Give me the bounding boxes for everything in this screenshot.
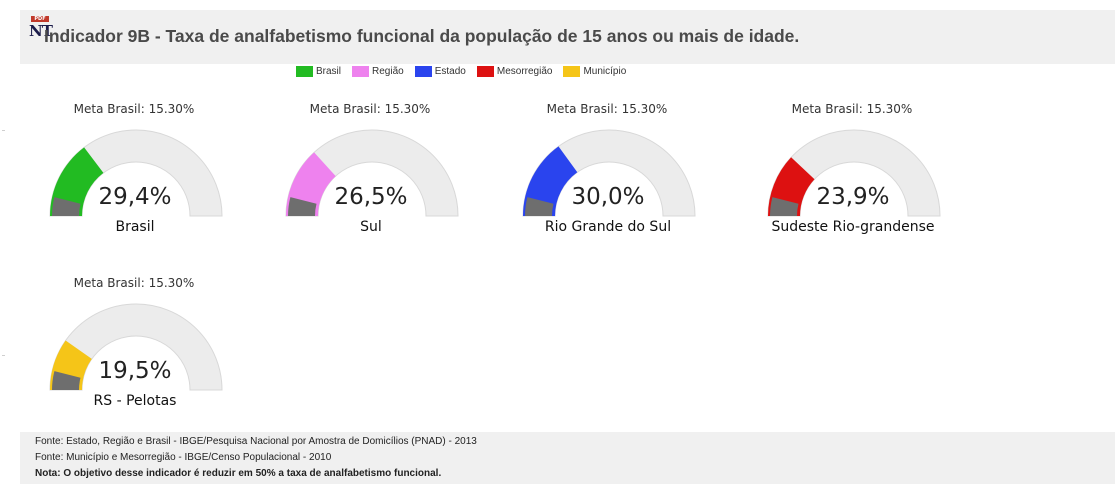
gauge-track [767, 129, 941, 217]
gauge-track [285, 129, 459, 217]
legend-label: Região [372, 65, 404, 77]
gauge-track [49, 129, 223, 217]
gauge-dial [49, 303, 223, 391]
source-line-pnad: Fonte: Estado, Região e Brasil - IBGE/Pe… [35, 436, 477, 447]
footnote: Nota: O objetivo desse indicador é reduz… [35, 468, 442, 479]
gauge-target-marker [52, 371, 81, 390]
legend-swatch [563, 65, 581, 77]
legend-swatch [476, 65, 494, 77]
pdf-badge: PDF [31, 16, 49, 22]
gauge-value: 26,5% [334, 184, 408, 210]
gauge-name: Rio Grande do Sul [544, 219, 672, 235]
nt-pdf-icon[interactable]: PDF NT [28, 16, 54, 42]
gauge-dial [767, 129, 941, 217]
gauge-value: 23,9% [816, 184, 890, 210]
meta-label: Meta Brasil: 15.30% [791, 102, 913, 116]
edge-mark [2, 130, 5, 131]
meta-label: Meta Brasil: 15.30% [73, 102, 195, 116]
meta-label: Meta Brasil: 15.30% [546, 102, 668, 116]
gauge-dial [49, 129, 223, 217]
legend-item-mesorregiao: Mesorregião [476, 65, 553, 77]
gauge-value: 30,0% [571, 184, 645, 210]
gauge-name: Sudeste Rio-grandense [771, 219, 935, 235]
gauge-target-marker [525, 197, 554, 216]
gauge-dial [522, 129, 696, 217]
meta-label: Meta Brasil: 15.30% [309, 102, 431, 116]
source-line-censo: Fonte: Município e Mesorregião - IBGE/Ce… [35, 452, 332, 463]
gauge-regiao: Meta Brasil: 15.30% 26,5% Sul [276, 96, 506, 246]
gauge-value-arc [523, 146, 578, 216]
gauge-value: 19,5% [98, 358, 172, 384]
sources-footer: Fonte: Estado, Região e Brasil - IBGE/Pe… [20, 432, 1115, 484]
legend-label: Brasil [316, 65, 342, 77]
legend-item-regiao: Região [352, 65, 404, 77]
indicator-title: Indicador 9B - Taxa de analfabetismo fun… [44, 26, 800, 46]
gauge-brasil: Meta Brasil: 15.30% 29,4% Brasil [40, 96, 270, 246]
legend-swatch [296, 65, 313, 77]
legend-swatch [414, 65, 432, 77]
legend-swatch [352, 65, 370, 77]
meta-label: Meta Brasil: 15.30% [73, 276, 195, 290]
legend-label: Estado [434, 65, 466, 77]
gauge-dial [285, 129, 459, 217]
edge-mark [2, 355, 5, 356]
gauge-target-marker [770, 197, 799, 216]
legend-item-brasil: Brasil [296, 65, 342, 77]
gauge-mesorregiao: Meta Brasil: 15.30% 23,9% Sudeste Rio-gr… [758, 96, 988, 246]
legend-item-municipio: Município [563, 65, 627, 77]
gauge-name: Brasil [115, 219, 155, 235]
gauge-value-arc [49, 147, 104, 216]
gauge-municipio: Meta Brasil: 15.30% 19,5% RS - Pelotas [40, 270, 270, 420]
legend-label: Município [583, 65, 627, 77]
gauge-target-marker [288, 197, 317, 216]
gauge-name: RS - Pelotas [93, 393, 177, 409]
left-edge [0, 0, 9, 484]
gauge-value: 29,4% [98, 184, 172, 210]
indicator-header: PDF NT [20, 10, 1115, 64]
nt-label: NT [29, 22, 53, 40]
gauge-estado: Meta Brasil: 15.30% 30,0% Rio Grande do … [513, 96, 743, 246]
gauge-track [49, 303, 223, 391]
gauge-target-marker [52, 197, 81, 216]
legend-label: Mesorregião [496, 65, 553, 77]
legend-item-estado: Estado [414, 65, 466, 77]
gauge-name: Sul [360, 219, 382, 235]
legend: Brasil Região Estado Mesorregião Municíp… [296, 63, 637, 79]
